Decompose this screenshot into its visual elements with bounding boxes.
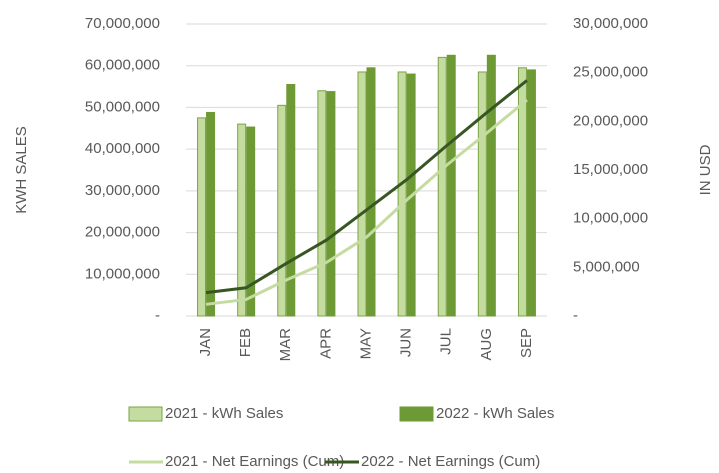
y2-tick-label: 5,000,000: [573, 258, 640, 275]
y-tick-label: 70,000,000: [85, 15, 160, 32]
y-axis-title: KWH SALES: [13, 126, 30, 214]
legend-label: 2022 - kWh Sales: [436, 405, 554, 422]
legend-label: 2021 - Net Earnings (Cum): [165, 453, 344, 470]
legend-label: 2021 - kWh Sales: [165, 405, 283, 422]
bar: [326, 91, 336, 317]
x-tick-label: AUG: [478, 328, 495, 361]
x-tick-label: FEB: [237, 328, 254, 357]
x-tick-label: APR: [317, 328, 334, 359]
bar: [286, 83, 296, 317]
bar: [486, 54, 496, 317]
y-tick-label: 10,000,000: [85, 265, 160, 282]
bar: [197, 117, 207, 317]
x-tick-label: MAY: [357, 328, 374, 359]
y-tick-label: 20,000,000: [85, 224, 160, 241]
bar: [517, 67, 527, 317]
bar: [397, 71, 407, 317]
bar: [237, 123, 247, 317]
y2-tick-label: 15,000,000: [573, 161, 648, 178]
bar: [526, 69, 536, 317]
x-tick-label: JUN: [398, 328, 415, 357]
y-tick-label: 50,000,000: [85, 98, 160, 115]
bar: [206, 111, 216, 317]
legend-swatch: [128, 406, 163, 422]
line: [205, 79, 528, 295]
bar: [277, 104, 287, 317]
x-tick-label: JUL: [438, 328, 455, 355]
x-tick-label: JAN: [197, 328, 214, 356]
y2-tick-label: 20,000,000: [573, 112, 648, 129]
bar: [477, 71, 487, 317]
bar: [437, 56, 447, 317]
legend-label: 2022 - Net Earnings (Cum): [361, 453, 540, 470]
y-tick-label: -: [155, 307, 160, 324]
y-tick-label: 60,000,000: [85, 57, 160, 74]
y-tick-label: 40,000,000: [85, 140, 160, 157]
bar: [246, 126, 256, 317]
y2-tick-label: 25,000,000: [573, 64, 648, 81]
y2-axis-title: IN USD: [697, 144, 714, 195]
y2-tick-label: 30,000,000: [573, 15, 648, 32]
y2-tick-label: 10,000,000: [573, 210, 648, 227]
bar: [446, 54, 456, 317]
y-tick-label: 30,000,000: [85, 182, 160, 199]
y2-tick-label: -: [573, 307, 578, 324]
bar: [317, 90, 327, 317]
bar: [366, 67, 376, 317]
legend-swatch: [399, 406, 434, 422]
bar: [357, 71, 367, 317]
line: [205, 98, 528, 306]
x-tick-label: SEP: [518, 328, 535, 358]
x-tick-label: MAR: [277, 328, 294, 362]
